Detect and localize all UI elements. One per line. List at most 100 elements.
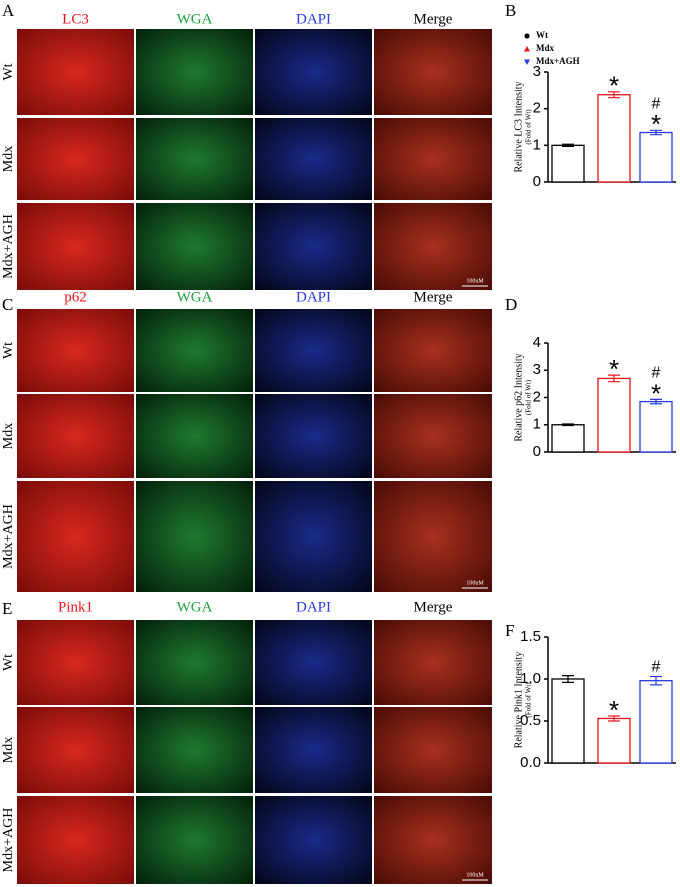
bar [551,144,585,183]
y-tick-label: 3 [533,361,541,378]
bar [551,424,585,453]
channel-label: DAPI [296,289,331,305]
channel-label: Merge [414,289,453,305]
row-label: Mdx [1,423,16,449]
bar [597,377,631,453]
micrograph [374,481,492,592]
y-tick-label: 2 [533,100,541,117]
micrograph [374,29,492,115]
y-tick-label: 4 [533,334,541,351]
scale-bar-label: 100uM [466,872,484,878]
row-label: Mdx [1,146,16,172]
y-tick-label: 1 [533,136,541,153]
micrograph [17,203,134,290]
error-bar [562,143,574,148]
row-label: Mdx+AGH [1,214,16,279]
y-axis-label: Relative Pink1 Intensity [513,652,524,749]
channel-label: p62 [64,289,87,305]
y-tick-label: 3 [533,63,541,80]
y-axis-sublabel: (Fold of Wt) [525,109,533,145]
error-bar [650,398,662,405]
row-label: Wt [1,654,16,671]
panel-label: B [505,1,516,20]
channel-label: WGA [177,289,213,305]
panel-label: F [505,621,514,640]
micrograph [374,707,492,793]
micrograph [255,620,372,705]
panel-label: E [2,599,12,618]
micrograph [255,309,372,392]
channel-label: WGA [177,11,213,27]
micrograph [255,796,372,884]
significance-mark: * [609,354,619,384]
error-bar [608,715,620,722]
micrograph [255,29,372,115]
bar [639,131,673,183]
channel-label: Merge [414,599,453,615]
bar [639,680,673,764]
y-axis-sublabel: (Fold of Wt) [525,379,533,415]
channel-label: Pink1 [58,599,93,615]
scale-bar-label: 100uM [466,278,484,284]
micrograph [17,309,134,392]
y-tick-label: 0.5 [520,712,541,729]
bar [551,678,585,764]
y-axis-label: Relative LC3 Intensity [513,81,524,172]
micrograph [374,118,492,200]
channel-label: LC3 [62,11,89,27]
row-label: Mdx [1,737,16,763]
micrograph [255,481,372,592]
micrograph [255,203,372,290]
micrograph [374,394,492,478]
y-tick-label: 0.0 [520,754,541,771]
micrograph [136,707,253,793]
micrograph [17,707,134,793]
bar [597,94,631,183]
micrograph [374,309,492,392]
significance-mark: # [652,365,661,382]
micrograph [136,796,253,884]
legend-marker [524,33,530,39]
micrograph [136,29,253,115]
micrograph [255,118,372,200]
legend-label: Mdx+AGH [536,56,580,66]
significance-mark: * [609,695,619,725]
legend-marker [524,46,530,52]
bar [639,400,673,453]
scale-bar-label: 100uM [466,580,484,586]
channel-label: WGA [177,599,213,615]
channel-label: Merge [414,11,453,27]
row-label: Mdx+AGH [1,808,16,873]
y-tick-label: 1.0 [520,670,541,687]
channel-label: DAPI [296,599,331,615]
micrograph [255,394,372,478]
error-bar [562,675,574,683]
micrograph [136,481,253,592]
legend-marker [524,59,530,65]
row-label: Mdx+AGH [1,504,16,569]
error-bar [650,675,662,686]
significance-mark: * [609,71,619,101]
micrograph [374,203,492,290]
significance-mark: # [652,96,661,113]
y-tick-label: 0 [533,443,541,460]
micrograph [17,796,134,884]
significance-mark: * [651,378,661,408]
panel-label: C [2,295,13,314]
micrograph [17,620,134,705]
micrograph [17,481,134,592]
legend-label: Wt [536,30,548,40]
micrograph [136,620,253,705]
significance-mark: * [651,109,661,139]
row-label: Wt [1,342,16,359]
y-tick-label: 0 [533,173,541,190]
error-bar [562,423,574,427]
bar [597,717,631,764]
micrograph [17,29,134,115]
micrograph [17,118,134,200]
micrograph [136,394,253,478]
significance-mark: # [652,659,661,676]
row-label: Wt [1,63,16,80]
legend-label: Mdx [536,43,555,53]
micrograph [374,620,492,705]
